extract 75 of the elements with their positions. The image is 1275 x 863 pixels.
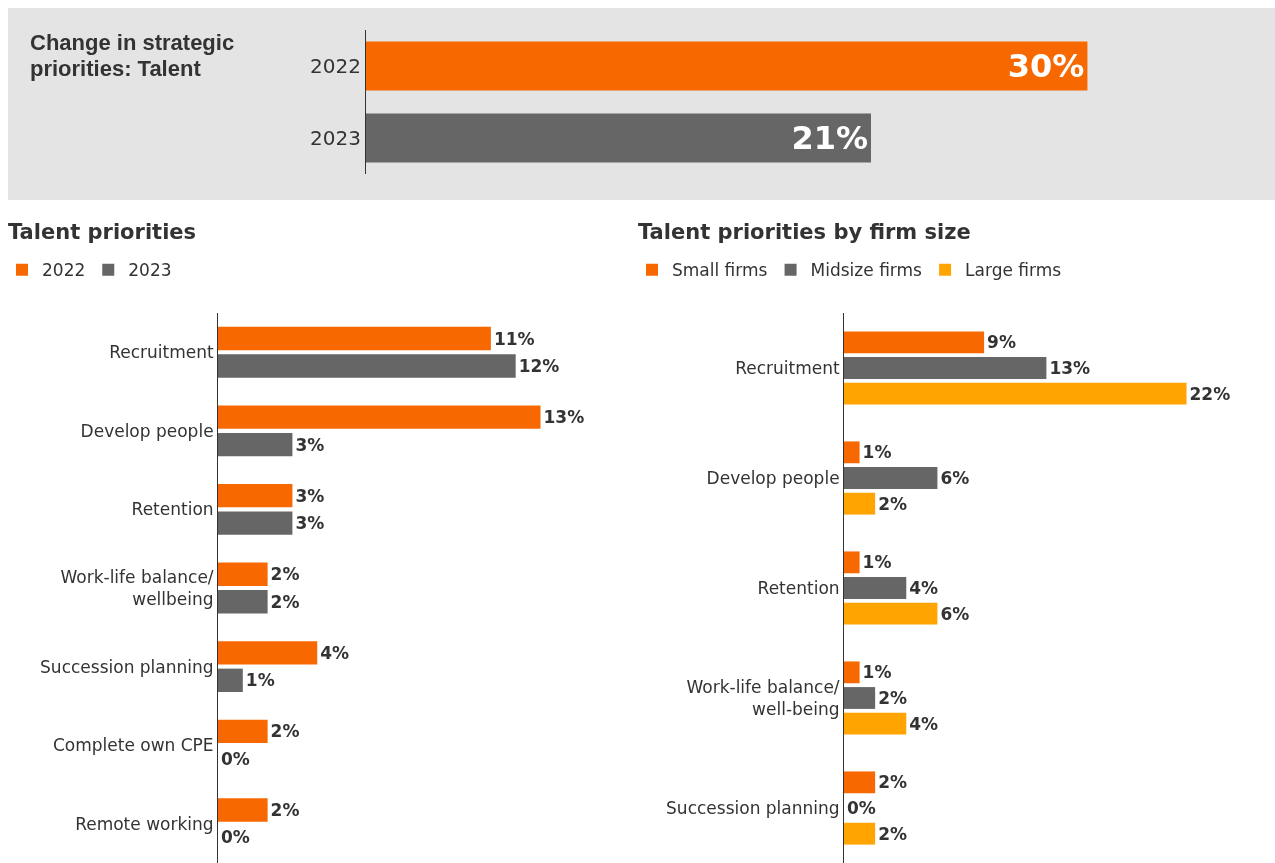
data-label: 1% [862,552,892,573]
data-label: 9% [987,332,1016,353]
bar [218,562,268,586]
y-tick-label: Recruitment [735,357,840,378]
bar [844,661,860,684]
y-tick-label: Recruitment [109,342,214,363]
data-label: 1% [862,442,892,463]
bar [218,668,243,693]
bar [218,719,268,744]
data-label: 2% [270,721,300,742]
y-tick-label: Succession planning [666,797,840,818]
data-label: 2% [878,493,908,514]
data-label: 3% [295,434,325,455]
legend-label: Midsize firms [810,260,923,281]
y-tick-label: Work-life balance/ wellbeing [60,566,214,609]
bar [218,798,268,822]
bar [844,382,1187,405]
bar [844,441,860,464]
bar [218,326,491,351]
data-label: 0% [221,748,250,769]
data-label: 2% [270,591,300,612]
data-label: 13% [1049,358,1091,378]
bar [844,492,876,515]
bar [844,822,876,845]
y-tick-label: Complete own CPE [52,735,214,756]
data-label: 0% [221,827,250,848]
data-label: 4% [909,578,939,598]
data-label: 11% [493,328,535,349]
bar [218,641,318,665]
data-label: 1% [862,662,892,683]
legend-label: Large firms [965,260,1062,281]
y-tick-label: Retention [757,577,840,598]
data-label: 3% [295,513,325,534]
y-tick-label: Retention [131,499,214,520]
bar [844,687,876,709]
data-label: 3% [295,485,325,506]
data-label: 0% [847,798,876,818]
bar [218,432,293,457]
bar [844,602,938,625]
bar [218,405,541,429]
data-label: 13% [543,407,585,428]
text: Change in strategic priorities: Talent [30,30,236,83]
data-label: 12% [518,356,560,377]
data-label: 2% [270,564,300,585]
bar [844,771,876,794]
data-label: 4% [909,713,939,734]
data-label: 2% [878,688,908,708]
bar [844,467,938,489]
bar [844,577,907,599]
bar [218,590,268,614]
legend-label: Small firms [672,260,768,281]
bar [218,511,293,535]
bar [844,551,860,574]
data-label: 21% [791,119,868,157]
chart-title: Talent priorities [8,220,197,245]
y-tick-label: Remote working [75,813,214,834]
data-label: 6% [940,468,970,488]
data-label: 2% [878,772,908,793]
data-label: 22% [1189,383,1231,404]
bar [844,712,907,735]
bar [844,331,985,354]
bar [218,483,293,508]
data-label: 4% [320,642,350,663]
y-tick-label: Work-life balance/ well-being [686,676,840,719]
data-label: 6% [940,603,970,624]
bar [218,354,516,378]
y-tick-label: Succession planning [40,656,214,677]
chart-title: Talent priorities by firm size [638,220,971,245]
data-label: 2% [878,823,908,844]
y-tick-label: Develop people [80,420,214,441]
y-tick-label: Develop people [706,467,840,488]
data-label: 2% [270,799,300,820]
data-label: 30% [1007,47,1085,85]
bar [844,357,1047,379]
data-label: 1% [245,670,275,691]
